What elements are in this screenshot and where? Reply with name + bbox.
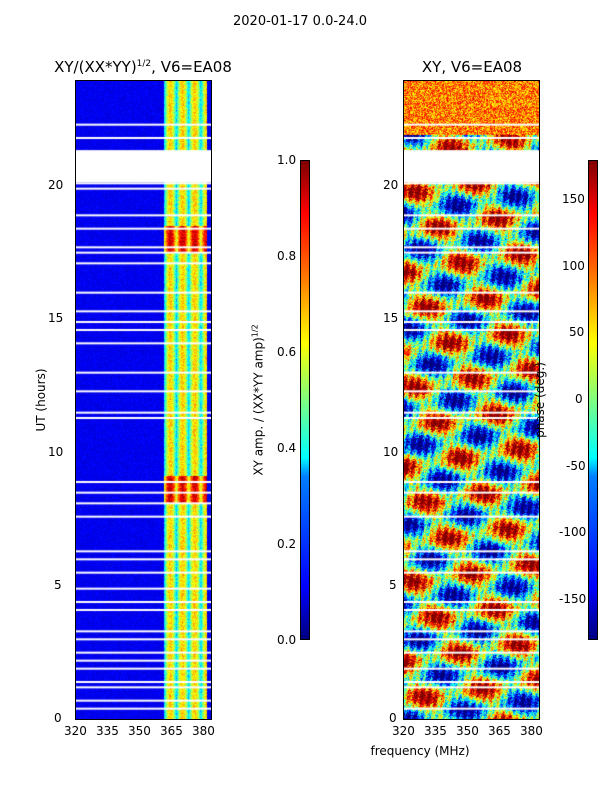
amp-ytick: 0 [54, 711, 62, 725]
amp-cbar-tick: 1.0 [277, 153, 297, 167]
amplitude-heatmap-canvas [76, 81, 211, 719]
phase-xtick: 365 [488, 724, 511, 738]
phase-ytick: 20 [383, 178, 399, 192]
amplitude-colorbar [300, 160, 310, 640]
phase-cbar-tick: 100 [562, 259, 585, 273]
phase-cbar-tick: 0 [575, 392, 583, 406]
phase-waterfall[interactable] [403, 80, 540, 720]
phase-ytick: 0 [389, 711, 397, 725]
x-axis-label: frequency (MHz) [370, 744, 470, 758]
phase-xtick: 335 [424, 724, 447, 738]
phase-xtick: 320 [392, 724, 415, 738]
phase-xtick: 380 [520, 724, 543, 738]
phase-cbar-tick: -150 [559, 592, 587, 606]
amplitude-plot-title: XY/(XX*YY)1/2, V6=EA08 [54, 58, 232, 76]
amp-cbar-tick: 0.8 [277, 249, 297, 263]
phase-ytick: 5 [389, 578, 397, 592]
amp-ytick: 15 [48, 311, 64, 325]
amp-xtick: 380 [192, 724, 215, 738]
phase-ytick: 15 [383, 311, 399, 325]
phase-cbar-tick: 50 [569, 325, 585, 339]
figure-suptitle: 2020-01-17 0.0-24.0 [233, 14, 367, 29]
amp-cbar-tick: 0.6 [277, 345, 297, 359]
amp-cbar-tick: 0.2 [277, 537, 297, 551]
amplitude-colorbar-label: XY amp. / (XX*YY amp)1/2 [250, 324, 266, 476]
amp-cbar-tick: 0.4 [277, 441, 297, 455]
amp-ytick: 5 [54, 578, 62, 592]
phase-xtick: 350 [456, 724, 479, 738]
phase-ytick: 10 [383, 445, 399, 459]
phase-colorbar-label: phase (deg.) [533, 362, 547, 438]
amplitude-waterfall[interactable] [75, 80, 212, 720]
phase-cbar-tick: -50 [566, 459, 586, 473]
amp-ytick: 10 [48, 445, 64, 459]
amp-ytick: 20 [48, 178, 64, 192]
phase-plot-title: XY, V6=EA08 [421, 58, 523, 76]
amplitude-y-axis-label: UT (hours) [34, 368, 48, 432]
amp-xtick: 350 [128, 724, 151, 738]
phase-cbar-tick: 150 [562, 192, 585, 206]
amp-xtick: 320 [64, 724, 87, 738]
amp-xtick: 335 [96, 724, 119, 738]
amp-xtick: 365 [160, 724, 183, 738]
phase-heatmap-canvas [404, 81, 539, 719]
phase-cbar-tick: -100 [559, 525, 587, 539]
amp-cbar-tick: 0.0 [277, 633, 297, 647]
phase-colorbar [588, 160, 598, 640]
